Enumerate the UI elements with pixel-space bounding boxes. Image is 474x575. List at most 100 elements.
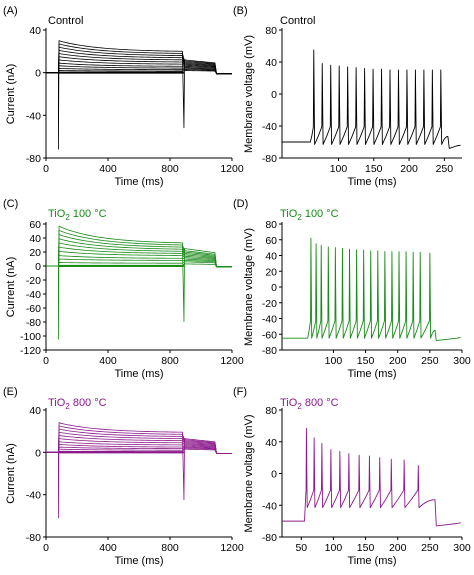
current-trace: [46, 62, 232, 75]
y-axis-label: Current (nA): [5, 257, 17, 318]
y-tick-label: -80: [26, 317, 41, 329]
panel-title-main: TiO: [280, 397, 298, 409]
panel-title: Control: [280, 15, 315, 27]
current-trace: [46, 250, 232, 268]
y-tick-label: 80: [265, 219, 277, 231]
y-tick-label: -100: [20, 331, 41, 343]
current-trace: [46, 242, 232, 268]
current-trace: [46, 59, 232, 75]
current-trace: [46, 258, 232, 268]
y-tick-label: -40: [26, 490, 41, 502]
y-tick-label: 80: [265, 25, 277, 37]
x-tick-label: 250: [436, 163, 454, 175]
current-trace: [46, 65, 232, 75]
traces-E: [46, 422, 232, 518]
y-tick-label: 40: [265, 437, 277, 449]
x-tick-label: 200: [389, 542, 407, 554]
voltage-trace: [282, 427, 461, 527]
y-tick-label: 0: [35, 447, 41, 459]
voltage-trace: [282, 49, 461, 149]
x-tick-label: 200: [400, 163, 418, 175]
x-tick-label: 1200: [220, 163, 244, 175]
panel-title-tail: 100 °C: [302, 208, 339, 220]
axes-C: -120 -100 -80 -60 -40 -20 0 20 40 60 0 400 800 1200 Ti…: [5, 219, 244, 380]
current-trace: [46, 229, 232, 268]
axes-B: -80 -40 0 40 80 100 150 200 250 Time (ms) Membrane…: [243, 25, 462, 188]
x-tick-label: 100: [330, 163, 348, 175]
y-tick-label: -60: [262, 329, 277, 341]
panel-title-sub: 2: [297, 213, 302, 222]
panel-title-sub: 2: [297, 402, 302, 411]
current-trace: [46, 438, 232, 454]
x-tick-label: 250: [421, 542, 439, 554]
y-tick-label: 40: [29, 405, 41, 417]
y-tick-label: -60: [26, 303, 41, 315]
y-tick-label: -40: [26, 110, 41, 122]
current-trace: [46, 425, 232, 454]
panel-title: Control: [48, 15, 83, 27]
current-trace: [46, 40, 232, 150]
x-tick-label: 150: [365, 163, 383, 175]
panel-label: (A): [3, 5, 18, 17]
y-tick-label: 40: [29, 25, 41, 37]
current-trace: [46, 70, 232, 75]
traces-F: [282, 427, 461, 527]
panel-title-tail: 800 °C: [302, 397, 339, 409]
y-tick-label: -20: [262, 298, 277, 310]
panel-title-tail: 800 °C: [70, 397, 107, 409]
x-tick-label: 250: [421, 355, 439, 367]
current-trace: [46, 56, 232, 75]
y-tick-label: 40: [29, 233, 41, 245]
current-trace: [46, 422, 232, 518]
current-trace: [46, 434, 232, 454]
current-trace: [46, 67, 232, 75]
x-tick-label: 0: [43, 163, 49, 175]
current-trace: [46, 233, 232, 268]
current-trace: [46, 225, 232, 340]
y-tick-label: -120: [20, 345, 41, 357]
y-tick-label: 0: [35, 68, 41, 80]
y-tick-label: -20: [26, 275, 41, 287]
panel-title-main: TiO: [280, 208, 298, 220]
traces-A: [46, 40, 232, 150]
panel-label: (E): [3, 386, 18, 398]
panel-label: (F): [233, 386, 247, 398]
panel-title-tail: 100 °C: [70, 208, 107, 220]
y-axis-label: Current (nA): [5, 64, 17, 125]
panel-title-main: TiO: [48, 397, 66, 409]
voltage-trace: [282, 237, 461, 341]
panel-title-sub: 2: [65, 213, 70, 222]
panel-title-main: Control: [280, 15, 315, 27]
y-tick-label: -80: [262, 345, 277, 357]
current-trace: [46, 431, 232, 454]
current-trace: [46, 447, 232, 454]
x-tick-label: 0: [43, 355, 49, 367]
current-trace: [46, 443, 232, 454]
y-tick-label: -80: [262, 153, 277, 165]
y-tick-label: 0: [271, 89, 277, 101]
traces-C: [46, 225, 232, 340]
y-tick-label: -40: [26, 289, 41, 301]
x-tick-label: 300: [453, 542, 471, 554]
panel-label: (D): [233, 198, 248, 210]
x-tick-label: 150: [357, 542, 375, 554]
y-tick-label: 40: [265, 57, 277, 69]
current-trace: [46, 441, 232, 454]
y-tick-label: -80: [26, 532, 41, 544]
x-axis-label: Time (ms): [114, 176, 163, 188]
current-trace: [46, 46, 232, 75]
y-tick-label: 0: [271, 282, 277, 294]
x-tick-label: 300: [453, 355, 471, 367]
x-axis-label: Time (ms): [347, 176, 396, 188]
current-trace: [46, 255, 232, 268]
y-tick-label: 60: [265, 235, 277, 247]
y-axis-label: Membrane voltage (mV): [243, 228, 255, 346]
traces-D: [282, 237, 461, 341]
y-tick-label: -80: [26, 153, 41, 165]
current-trace: [46, 49, 232, 75]
current-trace: [46, 446, 232, 454]
y-axis-label: Current (nA): [5, 443, 17, 504]
